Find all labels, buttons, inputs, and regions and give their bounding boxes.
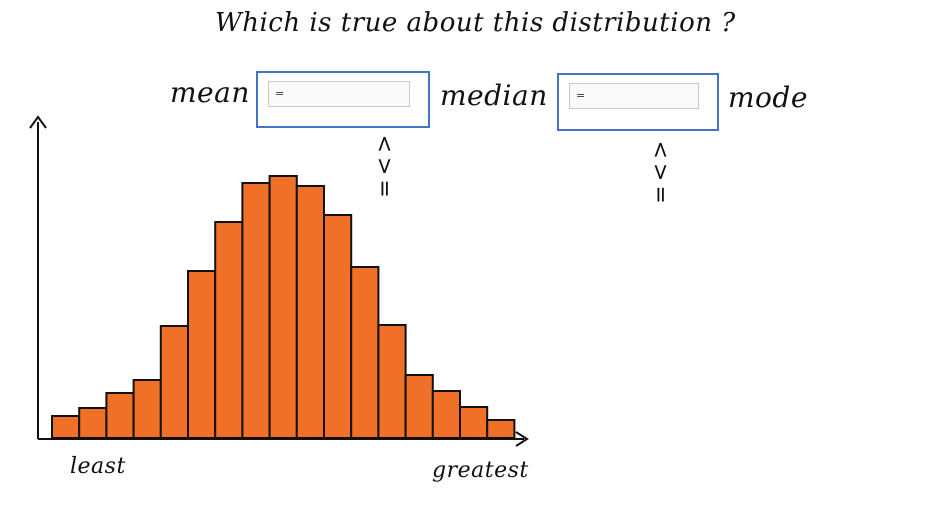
histogram-bar-17 [486,419,516,439]
histogram-bar-1 [51,415,81,439]
mean-median-dropdown-box[interactable]: = [256,71,430,128]
histogram-bar-3 [105,392,135,439]
histogram-bar-5 [159,325,190,439]
histogram-bar-10 [295,185,325,439]
mean-median-dropdown[interactable]: = [268,81,410,107]
histogram-bar-12 [350,266,380,439]
histogram-bar-8 [241,182,271,439]
histogram-bar-7 [214,221,244,439]
x-axis-least-label: least [70,454,126,479]
histogram-bar-4 [132,379,162,439]
histogram-bar-9 [268,175,298,439]
mode-label: mode [728,81,808,114]
question-title: Which is true about this distribution ? [215,8,736,38]
y-axis-arrow [29,115,47,129]
histogram-bar-13 [377,324,407,439]
histogram-bar-11 [323,214,353,439]
median-mode-dropdown[interactable]: = [569,83,699,109]
median-mode-dropdown-box[interactable]: = [557,73,719,131]
histogram-bar-16 [459,406,489,439]
x-axis-arrow [515,431,529,447]
histogram-bar-2 [78,407,108,439]
median-label: median [440,79,548,112]
histogram-bar-6 [187,270,217,439]
mean-label: mean [170,76,250,109]
x-axis-greatest-label: greatest [432,458,529,483]
histogram-bar-15 [431,390,461,439]
histogram-bars [51,175,516,439]
histogram-bar-14 [404,374,434,439]
